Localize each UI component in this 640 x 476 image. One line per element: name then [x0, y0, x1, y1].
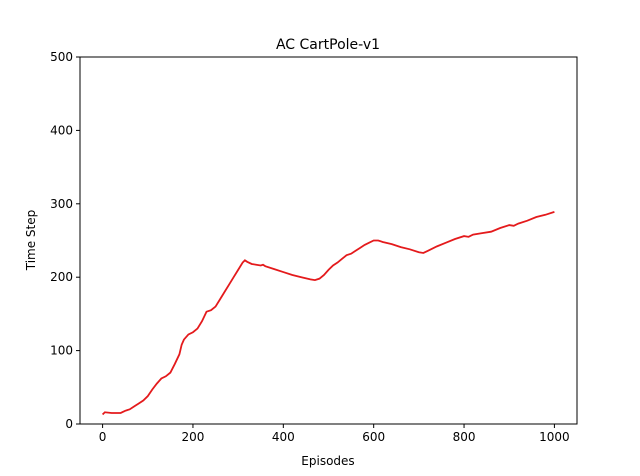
data-line: [101, 211, 555, 416]
y-tick-label: 300: [50, 197, 73, 211]
y-tick-label: 100: [50, 344, 73, 358]
y-axis-label: Time Step: [24, 210, 38, 272]
chart-title: AC CartPole-v1: [276, 37, 380, 53]
x-tick-label: 0: [99, 430, 107, 444]
plot-frame: [79, 56, 578, 425]
x-tick-label: 200: [182, 430, 205, 444]
x-axis-label: Episodes: [301, 454, 354, 468]
y-tick-label: 400: [50, 123, 73, 137]
x-tick-label: 400: [272, 430, 295, 444]
x-tick-label: 1000: [539, 430, 570, 444]
y-tick-label: 200: [50, 270, 73, 284]
y-tick-label: 500: [50, 50, 73, 64]
x-tick-label: 600: [362, 430, 385, 444]
y-tick-label: 0: [65, 417, 73, 431]
x-tick-label: 800: [453, 430, 476, 444]
